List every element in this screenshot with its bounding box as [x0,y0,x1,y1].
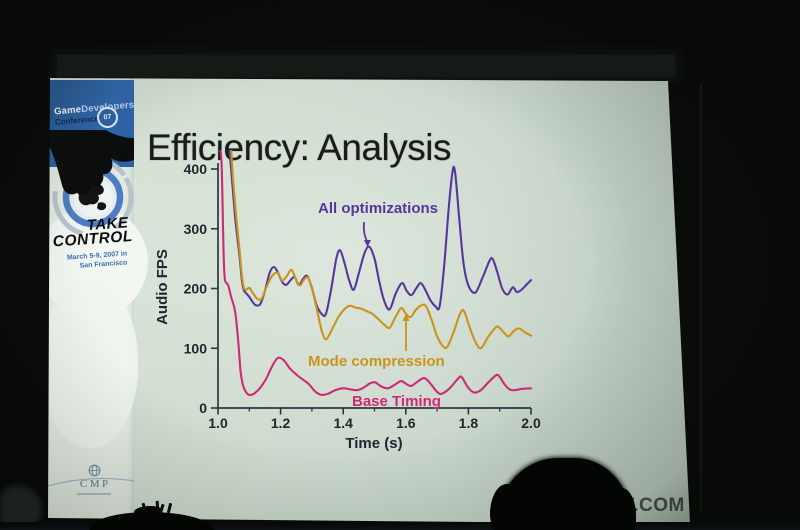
photo-bottom-edge [0,522,800,530]
svg-text:100: 100 [184,340,208,356]
hand-globe-graphic [48,130,134,238]
hand-silhouette [48,130,134,195]
cmp-label: CMP [79,478,111,490]
svg-text:All optimizations: All optimizations [318,200,438,217]
svg-text:200: 200 [184,281,208,297]
slide-sidebar: GameDevelopers Conference 07 TAKE CONTRO… [48,78,148,524]
svg-text:1.8: 1.8 [459,415,479,431]
gdc-badge-text: 07 [103,113,112,122]
svg-text:Audio FPS: Audio FPS [154,249,171,325]
projection-screen: GameDevelopers Conference 07 TAKE CONTRO… [48,78,690,524]
svg-text:1.2: 1.2 [271,415,291,431]
wall-edge-highlight [700,84,702,512]
svg-text:Mode compression: Mode compression [308,353,445,370]
svg-text:0: 0 [199,400,207,416]
svg-text:400: 400 [184,161,208,177]
audio-fps-chart: 0 100 200 300 400 1.0 1.2 1.4 1.6 1.8 2.0 Time (s) A… [154,150,541,452]
sidebar-arc-decoration [48,477,134,487]
audience-head-silhouette-left [90,512,214,530]
cmp-globe-icon [88,464,100,477]
svg-text:1.0: 1.0 [208,415,228,431]
svg-text:300: 300 [184,221,208,237]
svg-text:Base Timing: Base Timing [352,393,441,410]
svg-text:1.6: 1.6 [396,415,416,431]
svg-text:1.4: 1.4 [333,415,353,431]
cmp-logo-block: CMP [72,464,116,495]
globe-continent-small [97,202,107,211]
screen-top-bezel [57,55,675,77]
cmp-subtitle-line [77,493,111,495]
globe-outer-arc [52,156,134,238]
sidebar-white-blob-lower [48,280,138,448]
slide-title: Efficiency: Analysis [147,126,451,168]
svg-text:Time (s): Time (s) [345,435,402,452]
svg-text:2.0: 2.0 [521,415,541,431]
